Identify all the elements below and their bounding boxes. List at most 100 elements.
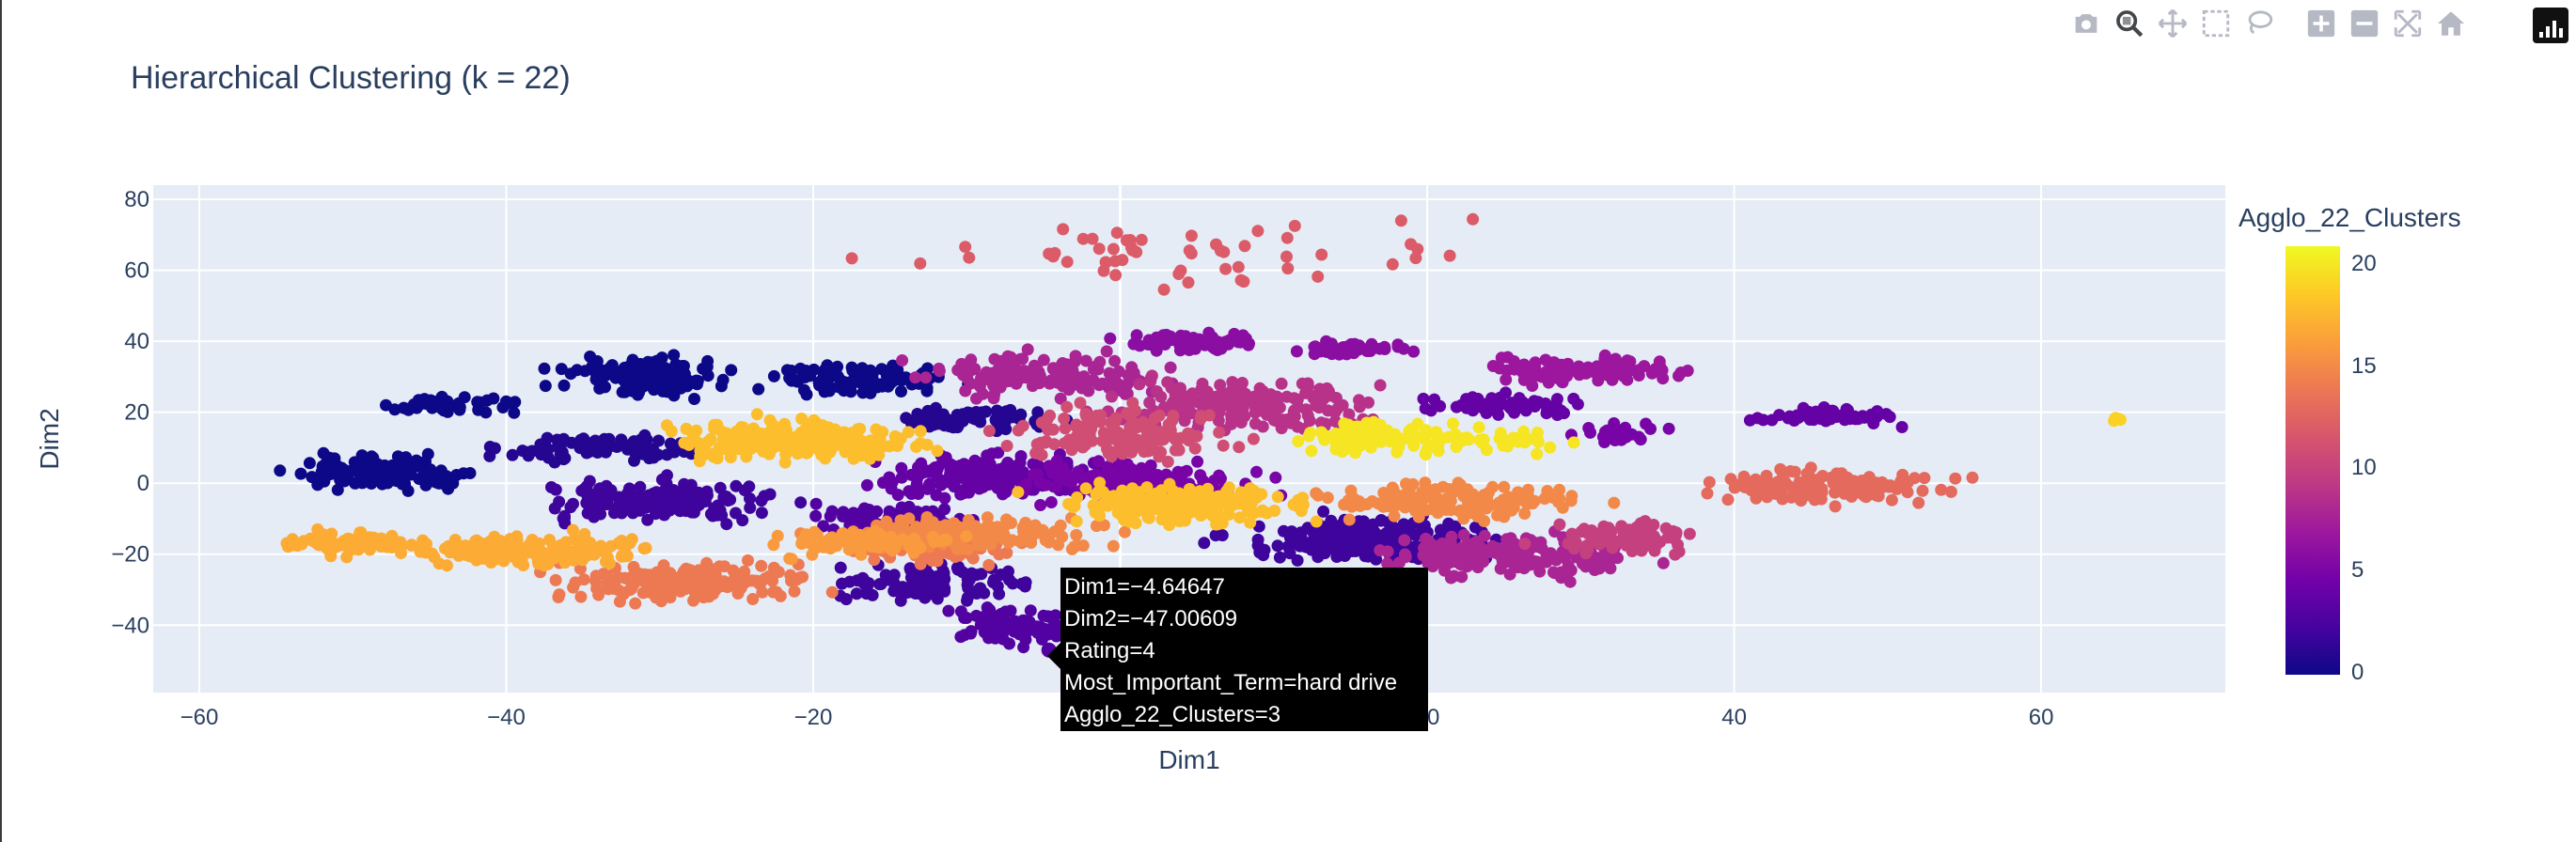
scatter-point[interactable] [804,368,817,382]
scatter-point[interactable] [1102,446,1115,460]
scatter-point[interactable] [1091,409,1104,422]
scatter-point[interactable] [1161,376,1174,389]
scatter-point[interactable] [1348,444,1360,457]
scatter-point[interactable] [1657,556,1670,569]
scatter-point[interactable] [1076,440,1089,452]
zoom-icon[interactable] [2112,6,2147,41]
scatter-point[interactable] [1724,473,1737,486]
scatter-point[interactable] [956,460,969,474]
scatter-point[interactable] [978,622,991,635]
scatter-point[interactable] [1054,392,1067,405]
scatter-point[interactable] [984,538,997,551]
scatter-point[interactable] [1154,426,1168,439]
scatter-point[interactable] [763,413,777,427]
scatter-point[interactable] [1885,493,1898,507]
scatter-point[interactable] [1184,505,1197,517]
scatter-point[interactable] [938,503,951,516]
scatter-point[interactable] [1198,537,1211,550]
scatter-point[interactable] [618,361,631,374]
scatter-point[interactable] [1019,516,1032,529]
scatter-point[interactable] [1292,435,1305,448]
scatter-point[interactable] [853,542,866,555]
scatter-point[interactable] [575,547,589,560]
scatter-point[interactable] [895,471,908,484]
scatter-point[interactable] [1908,472,1921,485]
scatter-point[interactable] [1450,400,1463,413]
scatter-point[interactable] [1065,361,1078,373]
scatter-point[interactable] [599,547,612,560]
scatter-point[interactable] [1233,441,1246,454]
scatter-point[interactable] [639,541,652,554]
scatter-point[interactable] [1584,426,1596,439]
scatter-point[interactable] [1029,519,1042,532]
scatter-point[interactable] [1533,565,1547,578]
scatter-point[interactable] [558,517,572,530]
scatter-point[interactable] [380,466,393,478]
scatter-point[interactable] [634,480,647,493]
scatter-point[interactable] [686,576,699,589]
scatter-point[interactable] [874,578,887,590]
scatter-point[interactable] [961,591,974,604]
scatter-point[interactable] [1126,415,1139,429]
scatter-point[interactable] [1438,564,1451,577]
scatter-point[interactable] [1322,532,1335,544]
scatter-point[interactable] [1292,493,1305,507]
scatter-point[interactable] [1127,435,1140,448]
scatter-point[interactable] [1121,444,1134,458]
scatter-point[interactable] [1171,442,1185,455]
scatter-point[interactable] [1052,538,1065,552]
scatter-point[interactable] [1332,529,1344,542]
scatter-point[interactable] [1223,491,1236,504]
scatter-point[interactable] [1353,530,1366,543]
scatter-point[interactable] [845,252,858,265]
scatter-point[interactable] [1238,240,1251,253]
scatter-point[interactable] [756,443,769,456]
scatter-point[interactable] [617,587,630,600]
scatter-point[interactable] [806,548,819,561]
scatter-point[interactable] [1232,260,1245,273]
scatter-point[interactable] [1003,637,1015,650]
scatter-point[interactable] [687,428,700,441]
scatter-point[interactable] [1087,374,1100,387]
scatter-point[interactable] [1581,361,1594,374]
scatter-point[interactable] [1743,413,1756,427]
scatter-point[interactable] [1045,496,1058,508]
scatter-point[interactable] [1453,505,1466,518]
scatter-point[interactable] [982,632,995,645]
scatter-point[interactable] [1006,534,1019,547]
scatter-point[interactable] [1255,488,1268,501]
scatter-point[interactable] [1305,524,1318,537]
scatter-point[interactable] [1645,366,1658,380]
scatter-point[interactable] [902,426,915,439]
scatter-point[interactable] [914,425,927,438]
scatter-point[interactable] [1944,485,1957,498]
scatter-point[interactable] [1033,377,1046,390]
scatter-point[interactable] [1391,338,1405,351]
scatter-point[interactable] [792,374,805,386]
scatter-point[interactable] [1503,568,1516,581]
scatter-point[interactable] [973,458,986,471]
camera-icon[interactable] [2068,6,2104,41]
scatter-point[interactable] [1202,409,1216,422]
scatter-point[interactable] [1539,554,1552,567]
scatter-point[interactable] [928,536,941,549]
scatter-point[interactable] [1210,518,1223,531]
scatter-point[interactable] [1019,533,1032,546]
scatter-point[interactable] [1275,377,1288,390]
scatter-point[interactable] [1031,406,1045,419]
scatter-point[interactable] [994,481,1007,494]
scatter-point[interactable] [1351,341,1364,354]
scatter-point[interactable] [1567,436,1580,449]
scatter-point[interactable] [1608,496,1621,509]
scatter-point[interactable] [1411,242,1424,256]
scatter-point[interactable] [1556,501,1569,514]
scatter-point[interactable] [1608,425,1621,438]
scatter-point[interactable] [1107,490,1121,503]
scatter-point[interactable] [1447,417,1459,430]
scatter-point[interactable] [1436,432,1449,445]
scatter-point[interactable] [863,452,876,465]
scatter-point[interactable] [701,369,715,382]
scatter-point[interactable] [910,441,922,453]
scatter-point[interactable] [1478,402,1490,415]
scatter-point[interactable] [904,564,918,577]
